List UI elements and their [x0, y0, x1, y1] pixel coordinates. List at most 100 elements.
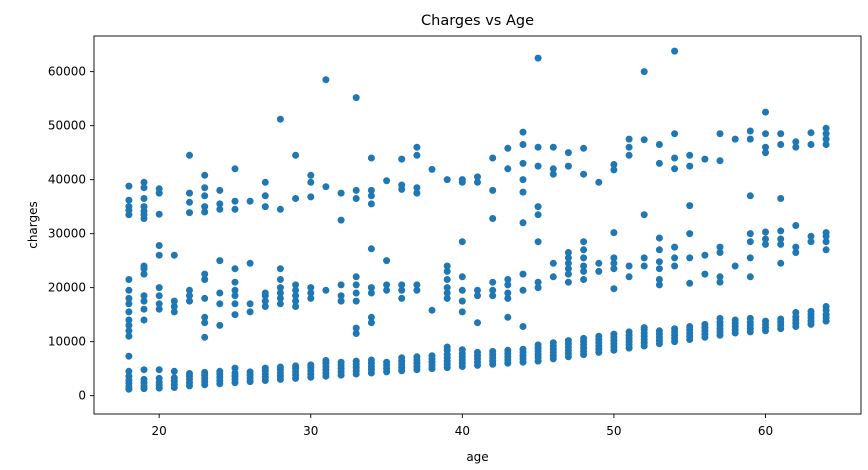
- scatter-point: [125, 372, 133, 380]
- scatter-point: [731, 262, 739, 270]
- scatter-point: [413, 286, 421, 294]
- scatter-point: [201, 294, 209, 302]
- y-tick-label: 30000: [48, 227, 86, 241]
- scatter-point: [716, 130, 724, 138]
- scatter-point: [140, 316, 148, 324]
- scatter-point: [337, 358, 345, 366]
- scatter-point: [458, 286, 466, 294]
- scatter-point: [762, 108, 769, 116]
- scatter-point: [413, 143, 421, 151]
- scatter-point: [504, 165, 512, 173]
- scatter-point: [231, 311, 239, 319]
- scatter-point: [398, 281, 406, 289]
- scatter-point: [125, 203, 133, 211]
- scatter-point: [186, 189, 193, 197]
- scatter-point: [186, 151, 193, 159]
- scatter-point: [125, 327, 133, 335]
- scatter-point: [534, 162, 542, 170]
- scatter-point: [458, 273, 466, 281]
- scatter-point: [580, 144, 588, 152]
- scatter-point: [640, 262, 648, 270]
- scatter-point: [474, 178, 481, 186]
- scatter-point: [762, 240, 769, 248]
- scatter-point: [519, 219, 527, 227]
- scatter-point: [534, 284, 542, 292]
- scatter-point: [201, 203, 209, 211]
- scatter-point: [231, 265, 239, 273]
- scatter-point: [489, 286, 497, 294]
- y-tick-label: 10000: [48, 335, 86, 349]
- scatter-point: [564, 162, 572, 170]
- scatter-point: [170, 367, 178, 375]
- scatter-point: [686, 162, 694, 170]
- scatter-point: [322, 76, 330, 84]
- scatter-point: [125, 182, 133, 190]
- scatter-point: [762, 317, 769, 325]
- scatter-point: [246, 300, 254, 308]
- scatter-point: [125, 367, 133, 375]
- scatter-point: [671, 254, 679, 262]
- scatter-point: [352, 281, 360, 289]
- scatter-point: [655, 141, 663, 148]
- scatter-point: [580, 170, 588, 178]
- scatter-point: [671, 130, 679, 138]
- scatter-point: [822, 238, 830, 246]
- scatter-point: [125, 276, 133, 283]
- scatter-point: [564, 149, 572, 157]
- scatter-point: [155, 300, 163, 308]
- scatter-point: [216, 257, 224, 265]
- scatter-point: [231, 197, 239, 205]
- scatter-point: [519, 270, 527, 278]
- scatter-point: [307, 289, 315, 297]
- scatter-point: [792, 222, 800, 229]
- scatter-point: [352, 186, 360, 194]
- scatter-point: [519, 188, 527, 196]
- scatter-point: [125, 352, 133, 360]
- scatter-point: [655, 159, 663, 167]
- scatter-point: [625, 151, 633, 159]
- scatter-point: [413, 184, 421, 192]
- scatter-point: [170, 303, 178, 310]
- x-tick-label: 40: [455, 424, 470, 438]
- scatter-point: [807, 232, 815, 240]
- scatter-point: [367, 186, 375, 194]
- scatter-point: [534, 143, 542, 151]
- scatter-point: [443, 284, 451, 292]
- scatter-point: [746, 127, 754, 135]
- scatter-point: [140, 203, 148, 211]
- scatter-point: [716, 273, 724, 281]
- scatter-point: [474, 348, 481, 356]
- scatter-point: [140, 292, 148, 300]
- scatter-point: [777, 130, 785, 138]
- scatter-point: [792, 138, 800, 146]
- scatter-point: [519, 141, 527, 148]
- scatter-point: [610, 330, 618, 338]
- scatter-point: [564, 270, 572, 278]
- scatter-point: [383, 281, 391, 289]
- scatter-point: [777, 235, 785, 243]
- scatter-point: [731, 135, 739, 143]
- scatter-point: [276, 289, 284, 297]
- scatter-point: [155, 305, 163, 313]
- scatter-point: [610, 259, 618, 267]
- scatter-point: [155, 185, 163, 193]
- scatter-point: [489, 347, 497, 355]
- scatter-point: [610, 254, 618, 262]
- scatter-point: [655, 246, 663, 254]
- scatter-point: [155, 251, 163, 259]
- scatter-point: [155, 210, 163, 218]
- scatter-point: [686, 230, 694, 238]
- scatter-point: [337, 292, 345, 300]
- scatter-point: [519, 176, 527, 184]
- scatter-point: [125, 196, 133, 204]
- scatter-point: [504, 346, 512, 354]
- scatter-point: [822, 124, 830, 132]
- scatter-point: [398, 354, 406, 362]
- x-axis-label: age: [466, 450, 488, 464]
- y-tick-label: 0: [78, 389, 86, 403]
- scatter-point: [474, 286, 481, 294]
- scatter-point: [474, 319, 481, 327]
- scatter-point: [807, 141, 815, 148]
- scatter-point: [125, 308, 133, 316]
